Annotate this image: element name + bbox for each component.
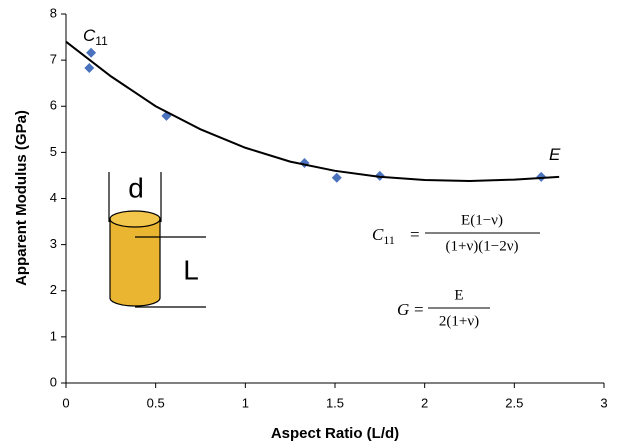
data-point (84, 62, 95, 73)
x-tick-label: 3 (600, 395, 607, 410)
y-tick-label: 5 (50, 144, 57, 159)
y-tick-label: 2 (50, 282, 57, 297)
data-point (86, 47, 97, 58)
x-tick-label: 2.5 (505, 395, 523, 410)
length-label: L (183, 254, 199, 285)
cylinder-top (109, 210, 161, 228)
annotation-text: G (397, 300, 409, 319)
trend-curve (65, 40, 560, 182)
diameter-label: d (128, 172, 144, 203)
annotation-text: E (549, 145, 561, 164)
y-tick-label: 6 (50, 98, 57, 113)
cylinder-inset: d L (108, 172, 206, 308)
x-axis-label: Aspect Ratio (L/d) (271, 425, 399, 442)
annotation-subscript: 11 (95, 34, 108, 48)
y-axis-label: Apparent Modulus (GPa) (13, 110, 30, 286)
formula-numerator: E(1−ν) (461, 212, 503, 228)
y-tick-label: 0 (50, 374, 57, 389)
formula-denominator: 2(1+ν) (439, 313, 479, 329)
data-point (536, 171, 547, 182)
y-tick-label: 7 (50, 52, 57, 67)
y-tick-label: 1 (50, 328, 57, 343)
annotation-text: C (83, 26, 96, 45)
y-tick-label: 8 (50, 5, 57, 20)
x-tick-label: 0.5 (147, 395, 165, 410)
annotation-text: C (372, 225, 384, 244)
formula-numerator: E (454, 287, 463, 303)
cylinder-body (109, 218, 161, 307)
annotation-subscript: 11 (383, 233, 395, 247)
x-tick-label: 2 (421, 395, 428, 410)
annotation: C11 (83, 26, 108, 48)
formula-equals: = (410, 225, 420, 244)
x-tick-label: 1.5 (326, 395, 344, 410)
y-tick-label: 4 (50, 190, 57, 205)
data-point (331, 172, 342, 183)
annotation: G (397, 300, 409, 319)
formula-equals: = (414, 300, 424, 319)
y-tick-label: 3 (50, 236, 57, 251)
annotation: C11 (372, 225, 395, 247)
annotation: E (549, 145, 561, 164)
x-tick-label: 0 (62, 395, 69, 410)
formula-denominator: (1+ν)(1−2ν) (446, 238, 519, 254)
x-tick-label: 1 (242, 395, 249, 410)
